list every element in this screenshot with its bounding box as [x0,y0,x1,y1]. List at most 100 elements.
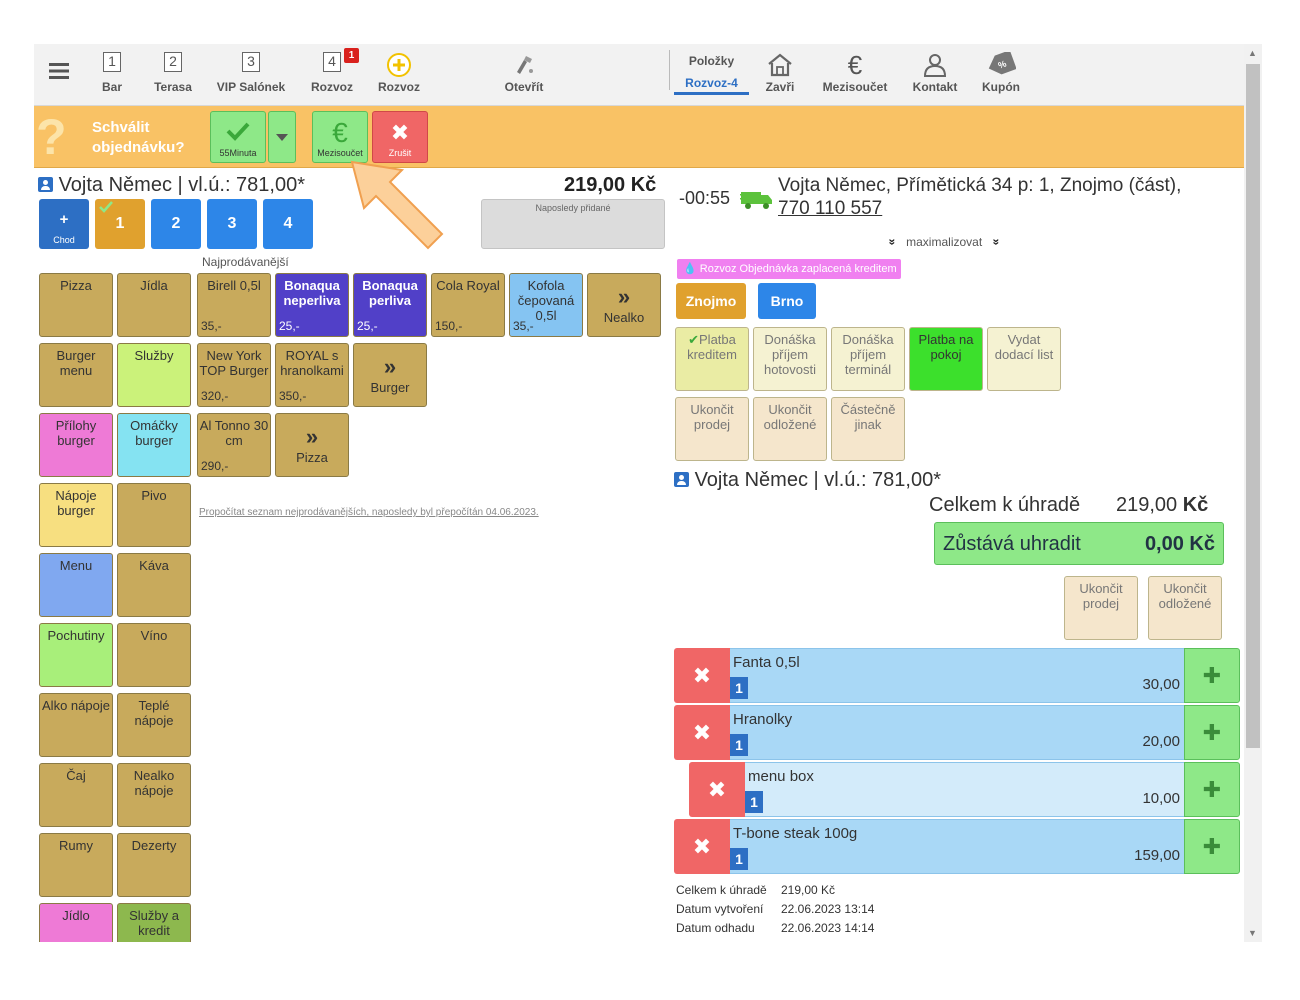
menu-button[interactable] [42,50,76,102]
confirm-dropdown-button[interactable] [268,111,296,163]
scrollbar-thumb[interactable] [1246,64,1260,748]
add-course-button[interactable]: + Chod [39,199,89,249]
product-kofola[interactable]: Kofola čepovaná 0,5l 35,- [509,273,583,337]
tab-polozky[interactable]: Položky Rozvoz-4 [674,50,749,102]
total-value: 219,00 Kč [1116,494,1208,517]
item-price: 159,00 [1134,847,1180,864]
category-menu[interactable]: Menu [39,553,113,617]
order-item-body[interactable]: Hranolky 1 20,00 [730,705,1184,760]
category-rumy[interactable]: Rumy [39,833,113,897]
add-item-button[interactable]: ✚ [1184,762,1240,817]
partial-other-button[interactable]: Částečně jinak [831,397,905,461]
category-jidla[interactable]: Jídla [117,273,191,337]
summary-key: Datum vytvoření [676,902,764,916]
city-znojmo-button[interactable]: Znojmo [676,283,746,319]
open-drawer-button[interactable]: Otevřít [498,50,550,102]
remove-item-button[interactable]: ✖ [674,648,730,703]
home-icon [766,52,794,81]
contact-button[interactable]: Kontakt [910,50,960,102]
order-item-body[interactable]: Fanta 0,5l 1 30,00 [730,648,1184,703]
product-birell[interactable]: Birell 0,5l 35,- [197,273,271,337]
table-number-box: 2 [164,52,182,72]
course-button-1[interactable]: 1 [95,199,145,249]
confirm-order-button[interactable]: 55Minuta [210,111,266,163]
delivery-terminal-button[interactable]: Donáška příjem terminál [831,327,905,391]
table-terasa-button[interactable]: 2 Terasa [152,50,194,102]
add-item-button[interactable]: ✚ [1184,705,1240,760]
finish-sale-button[interactable]: Ukončit prodej [675,397,749,461]
category-alko-napoje[interactable]: Alko nápoje [39,693,113,757]
item-name: Fanta 0,5l [733,654,800,671]
pay-credit-button[interactable]: ✔Platba kreditem [675,327,749,391]
subtotal-nav-button[interactable]: € Mezisoučet [820,50,890,102]
product-cola-royal[interactable]: Cola Royal 150,- [431,273,505,337]
scroll-up-icon[interactable]: ▲ [1248,48,1257,58]
phone-link[interactable]: 770 110 557 [778,198,883,219]
table-vip-button[interactable]: 3 VIP Salónek [214,50,288,102]
pay-room-button[interactable]: Platba na pokoj [909,327,983,391]
order-item-body[interactable]: T-bone steak 100g 1 159,00 [730,819,1184,874]
finish-deferred-button[interactable]: Ukončit odložené [753,397,827,461]
category-burger-menu[interactable]: Burger menu [39,343,113,407]
paid-badge-label: Rozvoz Objednávka zaplacená kreditem [699,263,897,275]
scroll-down-icon[interactable]: ▼ [1248,928,1257,938]
new-delivery-button[interactable]: Rozvoz [372,50,426,102]
category-label: Káva [139,558,169,573]
product-royal-hranolky[interactable]: ROYAL s hranolkami 350,- [275,343,349,407]
course-button-4[interactable]: 4 [263,199,313,249]
category-caj[interactable]: Čaj [39,763,113,827]
product-bonaqua-perliva[interactable]: Bonaqua perliva 25,- [353,273,427,337]
product-name: Al Tonno 30 cm [199,418,269,448]
finish-sale-button-2[interactable]: Ukončit prodej [1064,576,1138,640]
recalculate-bestsellers-link[interactable]: Propočítat seznam nejprodávanějších, nap… [199,507,539,518]
item-name: T-bone steak 100g [733,825,858,842]
add-item-button[interactable]: ✚ [1184,648,1240,703]
maximize-toggle[interactable]: » maximalizovat » [885,233,1003,251]
product-al-tonno[interactable]: Al Tonno 30 cm 290,- [197,413,271,477]
double-chevron-right-icon: » [305,424,319,449]
category-pizza[interactable]: Pizza [39,273,113,337]
category-dezerty[interactable]: Dezerty [117,833,191,897]
pos-app: 1 Bar 2 Terasa 3 VIP Salónek 4 1 Rozvoz … [34,44,1262,942]
finish-deferred-button-2[interactable]: Ukončit odložené [1148,576,1222,640]
delivery-cash-button[interactable]: Donáška příjem hotovosti [753,327,827,391]
category-napoje-burger[interactable]: Nápoje burger [39,483,113,547]
add-circle-icon [386,52,412,81]
issue-delivery-note-button[interactable]: Vydat dodací list [987,327,1061,391]
city-brno-button[interactable]: Brno [758,283,816,319]
cancel-order-button[interactable]: ✖ Zrušit [372,111,428,163]
category-nealko-napoje[interactable]: Nealko nápoje [117,763,191,827]
remove-item-button[interactable]: ✖ [689,762,745,817]
remove-item-button[interactable]: ✖ [674,819,730,874]
more-burger-button[interactable]: » Burger [353,343,427,407]
category-prilohy-burger[interactable]: Přílohy burger [39,413,113,477]
remove-item-button[interactable]: ✖ [674,705,730,760]
subtotal-button[interactable]: € Mezisoučet [312,111,368,163]
table-rozvoz4-button[interactable]: 4 1 Rozvoz [308,48,359,102]
more-pizza-button[interactable]: » Pizza [275,413,349,477]
category-omacky-burger[interactable]: Omáčky burger [117,413,191,477]
recently-added-box[interactable]: Naposledy přidané [481,199,665,249]
vertical-scrollbar[interactable]: ▲ ▼ [1244,44,1262,942]
category-vino[interactable]: Víno [117,623,191,687]
course-button-2[interactable]: 2 [151,199,201,249]
customer-icon [38,177,53,192]
order-item-body[interactable]: menu box 1 10,00 [745,762,1184,817]
product-bonaqua-neperliva[interactable]: Bonaqua neperliva 25,- [275,273,349,337]
category-pochutiny[interactable]: Pochutiny [39,623,113,687]
category-pivo[interactable]: Pivo [117,483,191,547]
category-kava[interactable]: Káva [117,553,191,617]
table-bar-button[interactable]: 1 Bar [94,50,130,102]
add-item-button[interactable]: ✚ [1184,819,1240,874]
close-icon: ✖ [692,834,712,859]
course-button-3[interactable]: 3 [207,199,257,249]
close-button[interactable]: Zavři [760,50,800,102]
category-sluzby[interactable]: Služby [117,343,191,407]
category-jidlo[interactable]: Jídlo [39,903,113,942]
category-sluzby-a-kredit[interactable]: Služby a kredit [117,903,191,942]
product-new-york-burger[interactable]: New York TOP Burger 320,- [197,343,271,407]
category-teple-napoje[interactable]: Teplé nápoje [117,693,191,757]
plus-icon: ✚ [1202,663,1222,688]
more-nealko-button[interactable]: » Nealko [587,273,661,337]
coupon-button[interactable]: % Kupón [978,50,1024,102]
